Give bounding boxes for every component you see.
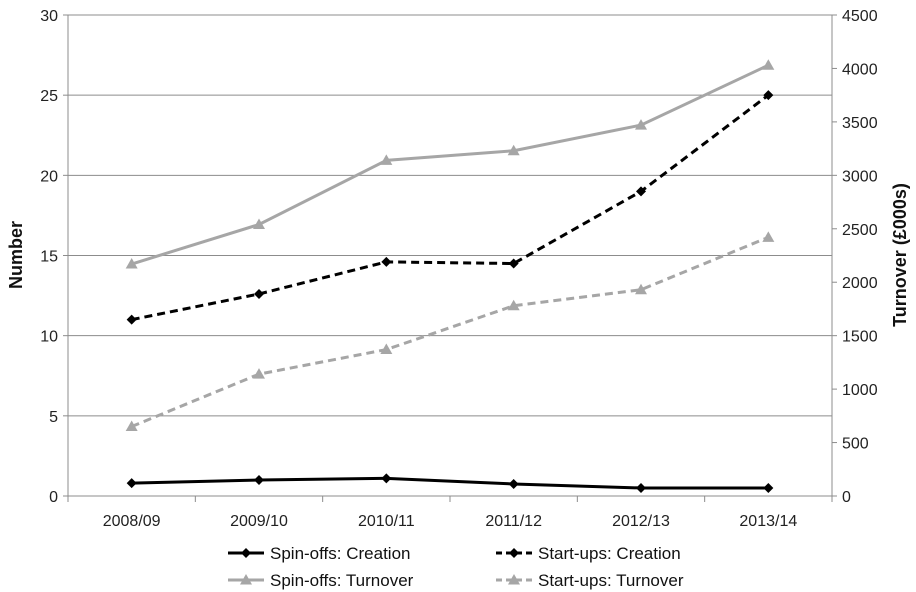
series-line-spin-offs-creation: [131, 476, 769, 490]
y-tick-label-right: 4500: [842, 8, 878, 25]
legend-swatch-marker: [240, 574, 252, 585]
y-tick-label-right: 3500: [842, 115, 878, 132]
data-point-start-ups-creation: [636, 186, 646, 197]
legend-swatch-marker: [508, 574, 520, 585]
series: [125, 59, 775, 493]
data-point-spin-offs-turnover: [125, 258, 138, 269]
x-tick-label: 2012/13: [612, 513, 670, 530]
legend-label: Start-ups: Turnover: [538, 571, 684, 590]
y-tick-label-left: 0: [49, 489, 58, 506]
legend-entry: Start-ups: Creation: [496, 544, 681, 563]
data-point-spin-offs-turnover: [762, 59, 775, 70]
data-point-spin-offs-creation: [254, 474, 264, 485]
data-point-start-ups-creation: [763, 90, 774, 101]
data-point-start-ups-turnover: [380, 343, 393, 355]
y-tick-label-right: 0: [842, 489, 851, 506]
legend-entry: Spin-offs: Creation: [228, 544, 410, 563]
data-point-spin-offs-turnover: [507, 144, 520, 156]
series-line-start-ups-turnover: [131, 235, 769, 428]
y-axis-title-left: Number: [6, 221, 26, 289]
x-tick-label: 2008/09: [103, 513, 161, 530]
y-tick-label-right: 500: [842, 436, 869, 453]
data-point-spin-offs-creation: [763, 482, 774, 493]
axis-titles: Number Turnover (£000s): [6, 183, 910, 327]
data-point-start-ups-turnover: [762, 231, 775, 242]
x-tick-label: 2013/14: [739, 513, 797, 530]
x-tick-label: 2009/10: [230, 513, 288, 530]
data-point-start-ups-turnover: [125, 420, 138, 432]
y-tick-label-right: 1000: [842, 382, 878, 399]
data-point-start-ups-creation: [254, 288, 264, 299]
y-tick-label-left: 30: [40, 8, 58, 25]
tick-labels: 0 5 10 15 20 25 30 0 500 1000 1500 2000 2500 3000 3500…: [40, 8, 877, 530]
data-point-start-ups-turnover: [635, 283, 647, 295]
y-tick-label-left: 25: [40, 88, 58, 105]
y-tick-label-right: 3000: [842, 168, 878, 185]
y-tick-label-left: 15: [40, 249, 58, 266]
series-line-spin-offs-turnover: [131, 63, 769, 266]
x-tick-label: 2011/12: [485, 513, 542, 530]
data-point-spin-offs-creation: [508, 478, 519, 489]
legend-entry: Spin-offs: Turnover: [228, 571, 414, 590]
legend-entry: Start-ups: Turnover: [496, 571, 684, 590]
data-point-start-ups-creation: [126, 314, 137, 325]
data-point-spin-offs-creation: [381, 473, 392, 484]
y-tick-label-right: 1500: [842, 329, 878, 346]
y-tick-label-left: 20: [40, 168, 58, 185]
data-point-spin-offs-turnover: [380, 154, 393, 165]
data-point-spin-offs-turnover: [253, 218, 265, 230]
legend: Spin-offs: Creation Start-ups: Creation Sp…: [228, 544, 684, 590]
data-point-start-ups-creation: [381, 256, 392, 267]
legend-swatch-marker: [241, 548, 251, 558]
legend-swatch-marker: [509, 548, 519, 558]
x-tick-label: 2010/11: [358, 513, 415, 530]
y-tick-label-left: 10: [40, 329, 58, 346]
data-point-spin-offs-creation: [126, 478, 137, 489]
data-point-start-ups-creation: [508, 258, 519, 269]
data-point-start-ups-turnover: [507, 299, 520, 311]
y-tick-label-right: 2000: [842, 275, 878, 292]
gridlines: [68, 14, 832, 417]
y-tick-label-right: 2500: [842, 222, 878, 239]
y-tick-label-left: 5: [49, 409, 58, 426]
legend-label: Start-ups: Creation: [538, 544, 681, 563]
legend-label: Spin-offs: Creation: [270, 544, 410, 563]
series-line-start-ups-creation: [131, 93, 770, 322]
y-axis-title-right: Turnover (£000s): [890, 183, 910, 327]
y-tick-label-right: 4000: [842, 61, 878, 78]
axes: [63, 14, 837, 502]
data-point-spin-offs-turnover: [635, 119, 647, 130]
data-point-spin-offs-creation: [636, 482, 646, 493]
legend-label: Spin-offs: Turnover: [270, 571, 414, 590]
data-point-start-ups-turnover: [253, 368, 265, 379]
